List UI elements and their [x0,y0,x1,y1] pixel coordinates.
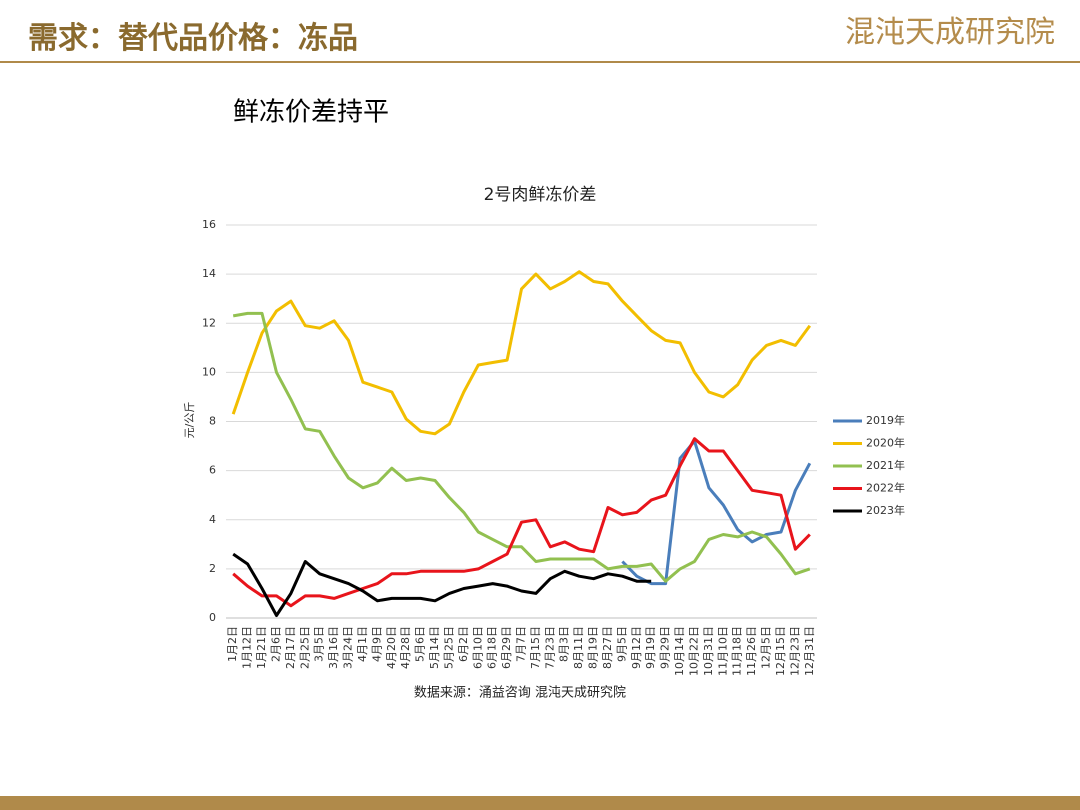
x-tick-label: 10月31日 [702,626,715,676]
subtitle: 鲜冻价差持平 [233,98,389,128]
y-tick-label: 6 [209,464,216,477]
x-tick-label: 1月21日 [255,626,268,669]
y-tick-label: 2 [209,562,216,575]
legend-label: 2020年 [866,436,905,450]
legend-label: 2022年 [866,481,905,495]
x-tick-label: 7月7日 [515,626,528,662]
logo: 混沌天成研究院 [845,15,1055,50]
x-tick-label: 8月3日 [558,626,571,662]
y-axis-label: 元/公斤 [183,402,196,439]
x-tick-label: 7月15日 [529,626,542,669]
x-tick-label: 5月25日 [442,626,455,669]
x-tick-label: 11月26日 [745,626,758,676]
legend-label: 2023年 [866,503,905,517]
series-line [621,439,812,586]
x-tick-label: 1月12日 [241,626,254,669]
x-tick-label: 6月18日 [486,626,499,669]
y-tick-label: 16 [202,218,216,231]
legend-label: 2019年 [866,413,905,427]
chart-title: 2号肉鲜冻价差 [484,185,597,205]
x-tick-label: 3月24日 [342,626,355,669]
x-tick-label: 4月9日 [370,626,383,662]
x-tick-label: 10月22日 [687,626,700,676]
series-line [231,270,812,436]
y-tick-label: 0 [209,611,216,624]
y-tick-label: 8 [209,415,216,428]
y-tick-label: 14 [202,267,216,280]
y-tick-label: 10 [202,365,216,378]
x-tick-label: 10月14日 [673,626,686,676]
x-tick-label: 12月5日 [760,626,773,669]
x-tick-label: 12月31日 [803,626,816,676]
x-tick-label: 2月6日 [269,626,282,662]
x-tick-label: 8月11日 [572,626,585,669]
x-tick-label: 9月5日 [615,626,628,662]
x-tick-label: 9月19日 [644,626,657,669]
x-tick-label: 2月25日 [298,626,311,669]
x-tick-label: 2月17日 [284,626,297,669]
series-line [232,437,811,608]
x-tick-label: 5月14日 [428,626,441,669]
x-tick-label: 11月18日 [731,626,744,676]
x-tick-label: 8月19日 [587,626,600,669]
x-tick-label: 4月28日 [399,626,412,669]
y-tick-label: 12 [202,316,216,329]
x-tick-label: 1月2日 [226,626,239,662]
x-tick-label: 8月27日 [601,626,614,669]
legend-label: 2021年 [866,458,905,472]
source: 数据来源：涌益咨询 混沌天成研究院 [414,686,626,701]
x-tick-label: 4月20日 [385,626,398,669]
x-tick-label: 3月5日 [313,626,326,662]
series-line [232,552,652,617]
x-tick-label: 9月29日 [659,626,672,669]
slide-title: 需求：替代品价格：冻品 [28,21,358,56]
x-tick-label: 3月16日 [327,626,340,669]
x-tick-label: 12月15日 [774,626,787,676]
x-tick-label: 6月10日 [471,626,484,669]
x-tick-label: 12月23日 [788,626,801,676]
x-tick-label: 7月23日 [543,626,556,669]
x-tick-label: 11月10日 [716,626,729,676]
x-tick-label: 4月1日 [356,626,369,662]
x-tick-label: 5月6日 [414,626,427,662]
x-tick-label: 6月29日 [500,626,513,669]
footer-bar [0,796,1080,810]
x-tick-label: 9月12日 [630,626,643,669]
y-tick-label: 4 [209,513,216,526]
x-tick-label: 6月2日 [457,626,470,662]
series-line [232,311,811,583]
